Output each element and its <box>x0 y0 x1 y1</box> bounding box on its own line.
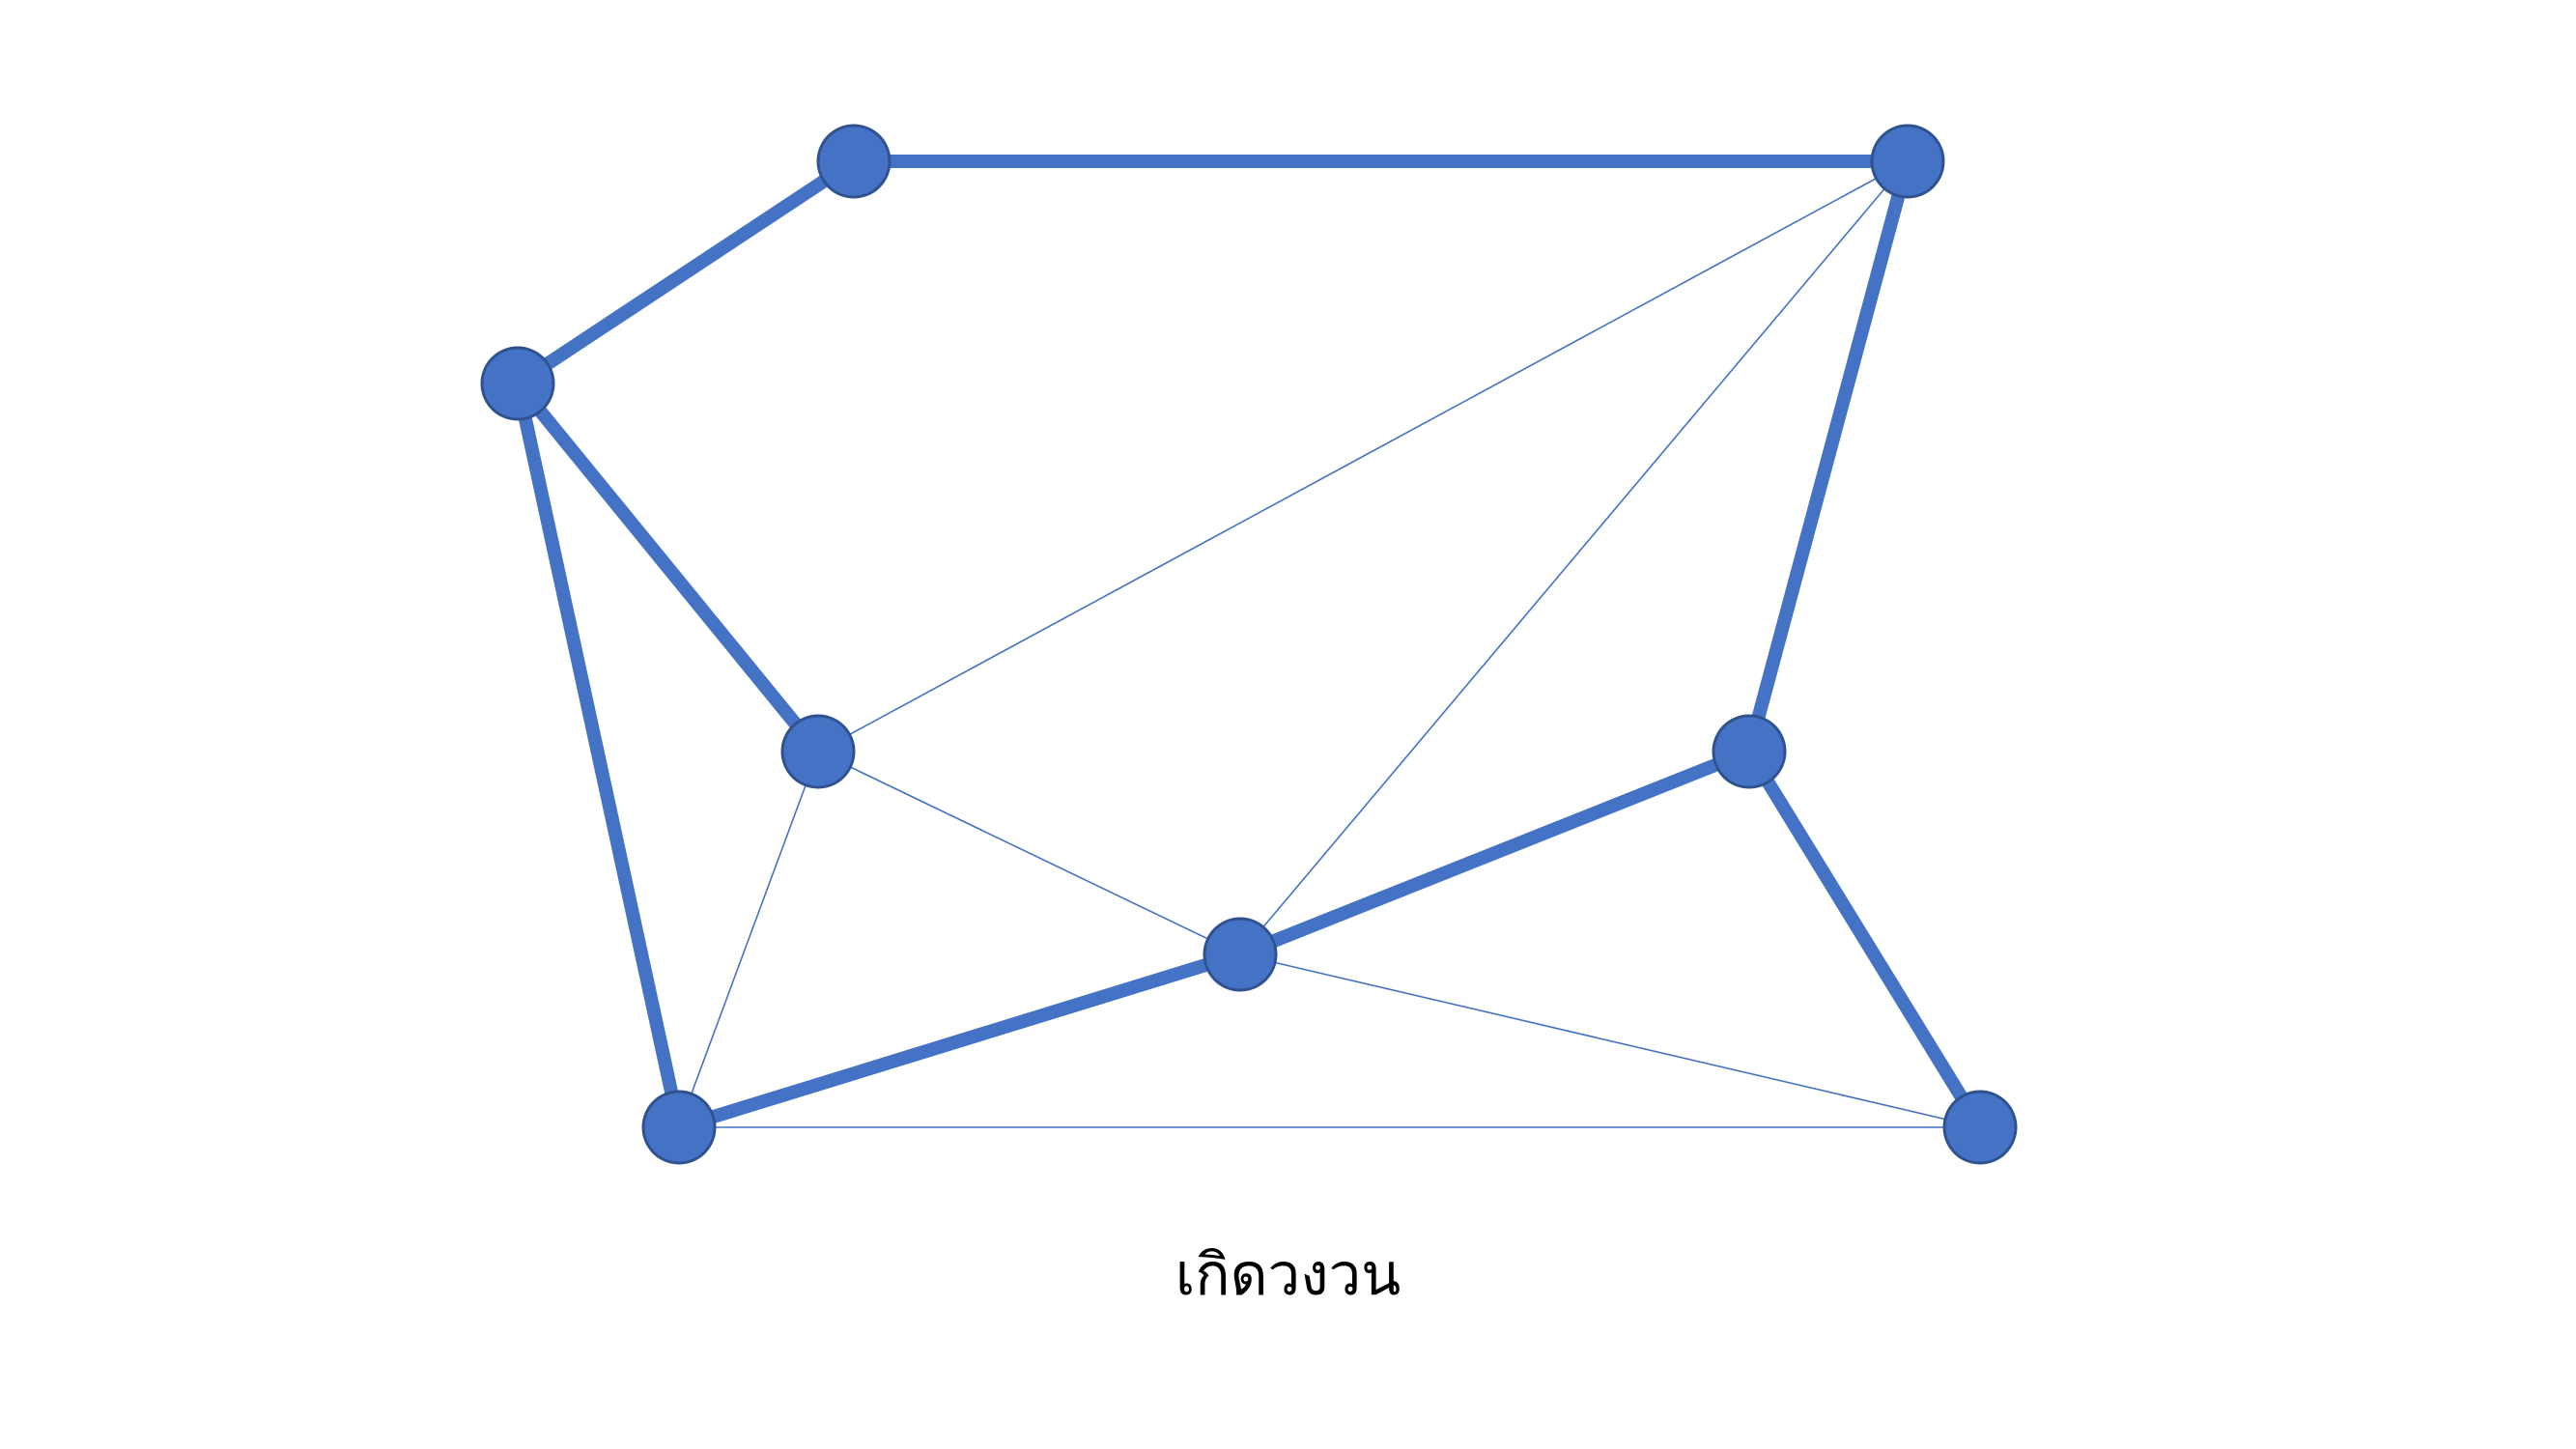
node-mid-left <box>780 714 856 789</box>
node-left <box>480 346 555 421</box>
node-top-left <box>816 124 892 199</box>
node-right <box>1712 714 1787 789</box>
edge-center-to-top-right <box>1239 160 1909 955</box>
node-bottom-left <box>641 1090 717 1165</box>
edge-left-to-top-left <box>511 155 861 390</box>
edge-left-to-bottom-left <box>511 377 686 1134</box>
node-bottom-right <box>1942 1090 2018 1165</box>
edge-right-to-center <box>1233 745 1756 961</box>
edge-right-to-bottom-right <box>1742 745 1987 1134</box>
edge-center-to-bottom-right <box>1239 953 1981 1128</box>
node-top-right <box>1870 124 1945 199</box>
edge-mid-left-to-bottom-left <box>678 751 819 1128</box>
nodes-layer <box>480 124 2018 1165</box>
node-center <box>1203 917 1278 992</box>
edge-mid-left-to-top-right <box>817 160 1909 753</box>
diagram-caption: เกิดวงวน <box>1175 1241 1401 1309</box>
edge-center-to-bottom-left <box>672 948 1247 1134</box>
edge-top-right-to-right <box>1742 155 1914 758</box>
edge-left-to-mid-left <box>511 377 825 758</box>
edge-mid-left-to-center <box>817 751 1241 955</box>
edges-layer <box>511 155 1987 1134</box>
